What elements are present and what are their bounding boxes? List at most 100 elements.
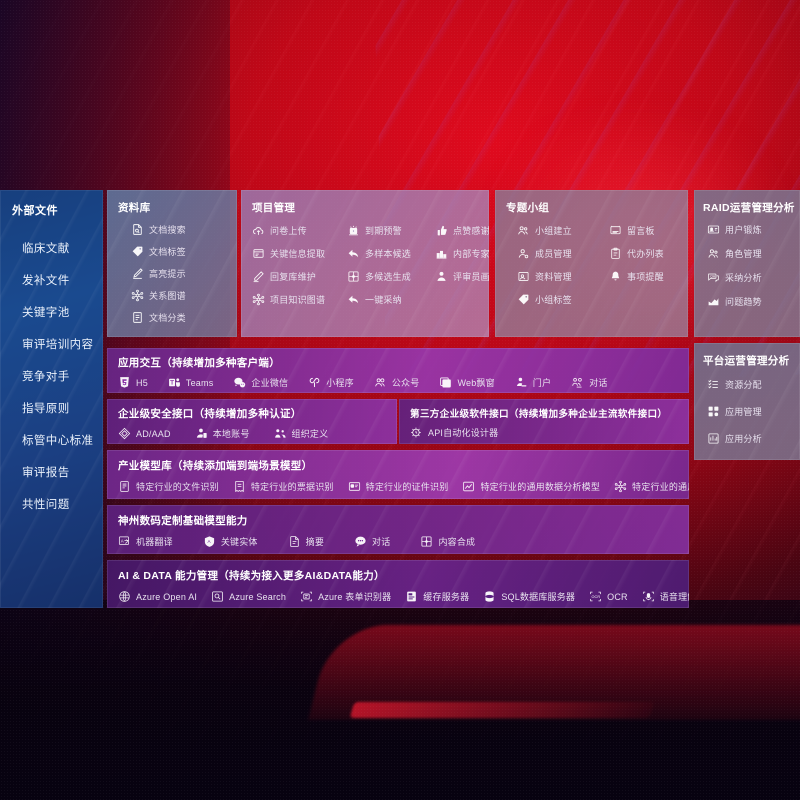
aidata-item-1[interactable]: Azure Search (211, 590, 286, 603)
project-item-3[interactable]: 关键信息提取 (252, 247, 347, 260)
industry-item-2[interactable]: 特定行业的证件识别 (348, 480, 449, 493)
project-item-7[interactable]: 多候选生成 (347, 270, 435, 283)
portal-icon (515, 376, 528, 389)
doc-list-icon (131, 311, 144, 324)
industry-item-3[interactable]: 特定行业的通用数据分析模型 (462, 480, 600, 493)
security-item-1-label: 本地账号 (212, 429, 250, 439)
group-item-1[interactable]: 留言板 (609, 224, 688, 237)
platform-item-1[interactable]: 应用管理 (707, 405, 800, 418)
project-item-1[interactable]: 到期预警 (347, 224, 435, 237)
basemodel-item-3[interactable]: 对话 (354, 535, 390, 548)
group-item-6-label: 小组标签 (535, 295, 572, 305)
apps-gear-icon (707, 405, 720, 418)
archive-icon (517, 270, 530, 283)
web-window-icon (439, 376, 452, 389)
group-item-5[interactable]: 事项提醒 (609, 270, 688, 283)
sidebar-item-1[interactable]: 发补文件 (22, 275, 70, 287)
platform-item-0[interactable]: 资源分配 (707, 378, 800, 391)
sidebar-item-2[interactable]: 关键字池 (22, 307, 70, 319)
group-item-4[interactable]: 资料管理 (517, 270, 609, 283)
aidata-item-5[interactable]: OCR OCR (589, 590, 628, 603)
receipt-recognize-icon (233, 480, 246, 493)
merge-icon (420, 535, 433, 548)
aidata-item-0[interactable]: Azure Open AI (118, 590, 197, 603)
summary-icon (288, 535, 301, 548)
project-item-10[interactable]: 一键采纳 (347, 293, 435, 306)
person-gear-icon (517, 247, 530, 260)
panel-industry: 产业模型库（持续添加端到端场景模型） 特定行业的文件识别 特定行业的票据识别 特… (107, 450, 689, 499)
panel-security-title: 企业级安全接口（持续增加多种认证） (118, 408, 302, 420)
industry-item-2-label: 特定行业的证件识别 (365, 482, 449, 492)
library-item-1[interactable]: 文档标签 (131, 245, 237, 258)
aidata-item-6[interactable]: 语音理解 (642, 590, 689, 603)
interaction-item-4[interactable]: 公众号 (374, 376, 420, 389)
project-item-5[interactable]: 内部专家排名 (435, 247, 489, 260)
sidebar-item-6[interactable]: 标管中心标准 (22, 435, 94, 447)
interaction-item-1[interactable]: Teams (168, 376, 214, 389)
interaction-item-3[interactable]: 小程序 (308, 376, 354, 389)
extract-icon (252, 247, 265, 260)
panel-library: 资料库 文档搜索 文档标签 高亮提示 关系图谱 文档分类 (107, 190, 237, 337)
interaction-item-1-label: Teams (185, 377, 214, 388)
people-group-icon (517, 224, 530, 237)
interaction-item-7[interactable]: 对话 (571, 376, 607, 389)
group-item-6[interactable]: 小组标签 (517, 293, 609, 306)
library-item-0[interactable]: 文档搜索 (131, 223, 237, 236)
aidata-item-3[interactable]: 缓存服务器 (405, 590, 469, 603)
sidebar-item-0[interactable]: 临床文献 (22, 243, 70, 255)
industry-item-4[interactable]: 特定行业的通用知识图谱模型 (614, 480, 689, 493)
thirdparty-item-0[interactable]: API自动化设计器 (410, 426, 498, 439)
security-item-0[interactable]: AD/AAD (118, 427, 171, 440)
basemodel-item-4[interactable]: 内容合成 (420, 535, 475, 548)
sidebar-item-5[interactable]: 指导原则 (22, 403, 70, 415)
group-item-2[interactable]: 成员管理 (517, 247, 609, 260)
library-item-3[interactable]: 关系图谱 (131, 289, 237, 302)
library-item-4[interactable]: 文档分类 (131, 311, 237, 324)
sidebar-item-3[interactable]: 审评培训内容 (22, 339, 94, 351)
sidebar-item-4[interactable]: 竞争对手 (22, 371, 70, 383)
project-item-6-label: 回复库维护 (270, 272, 317, 282)
basemodel-item-0-label: 机器翻译 (136, 537, 173, 547)
aidata-item-2[interactable]: Azure 表单识别器 (300, 590, 391, 603)
group-item-1-label: 留言板 (627, 226, 655, 236)
group-item-0[interactable]: 小组建立 (517, 224, 609, 237)
cloud-upload-icon (252, 224, 265, 237)
security-item-1[interactable]: 本地账号 (195, 427, 250, 440)
pen-icon (252, 270, 265, 283)
library-item-2[interactable]: 高亮提示 (131, 267, 237, 280)
aidata-item-2-label: Azure 表单识别器 (318, 592, 392, 602)
project-item-0[interactable]: 问卷上传 (252, 224, 347, 237)
raid-item-3[interactable]: 问题趋势 (707, 295, 800, 308)
sidebar-item-7[interactable]: 审评报告 (22, 467, 70, 479)
platform-item-2[interactable]: 应用分析 (707, 432, 800, 445)
sidebar-item-8[interactable]: 共性问题 (22, 499, 70, 511)
panel-group-title: 专题小组 (506, 202, 550, 214)
interaction-item-0[interactable]: H5 (118, 376, 148, 389)
project-item-8[interactable]: 评审员画像 (435, 270, 489, 283)
raid-item-2[interactable]: QA 采纳分析 (707, 271, 800, 284)
industry-item-0[interactable]: 特定行业的文件识别 (118, 480, 219, 493)
doc-search-icon (131, 223, 144, 236)
basemodel-item-1[interactable]: A 关键实体 (203, 535, 258, 548)
group-item-3[interactable]: 代办列表 (609, 247, 688, 260)
interaction-item-2[interactable]: 企业微信 (233, 376, 288, 389)
project-item-5-label: 内部专家排名 (453, 249, 489, 259)
project-item-4[interactable]: 多样本候选 (347, 247, 435, 260)
user-card-icon (707, 223, 720, 236)
aidata-item-3-label: 缓存服务器 (423, 592, 470, 602)
project-item-2[interactable]: 点赞感谢 (435, 224, 489, 237)
interaction-item-6[interactable]: 门户 (515, 376, 551, 389)
industry-item-1[interactable]: 特定行业的票据识别 (233, 480, 334, 493)
aidata-item-4[interactable]: SQL数据库服务器 (483, 590, 575, 603)
basemodel-item-0[interactable]: A 机器翻译 (118, 535, 173, 548)
basemodel-item-2[interactable]: 摘要 (288, 535, 324, 548)
raid-item-0[interactable]: 用户锻炼 (707, 223, 800, 236)
project-item-7-label: 多候选生成 (365, 272, 412, 282)
project-item-9[interactable]: 项目知识图谱 (252, 293, 347, 306)
local-account-icon (195, 427, 208, 440)
panel-thirdparty-title: 第三方企业级软件接口（持续增加多种企业主流软件接口） (410, 409, 668, 420)
raid-item-1[interactable]: 角色管理 (707, 247, 800, 260)
security-item-2[interactable]: 组织定义 (274, 427, 329, 440)
interaction-item-5[interactable]: Web飘窗 (439, 376, 495, 389)
project-item-6[interactable]: 回复库维护 (252, 270, 347, 283)
